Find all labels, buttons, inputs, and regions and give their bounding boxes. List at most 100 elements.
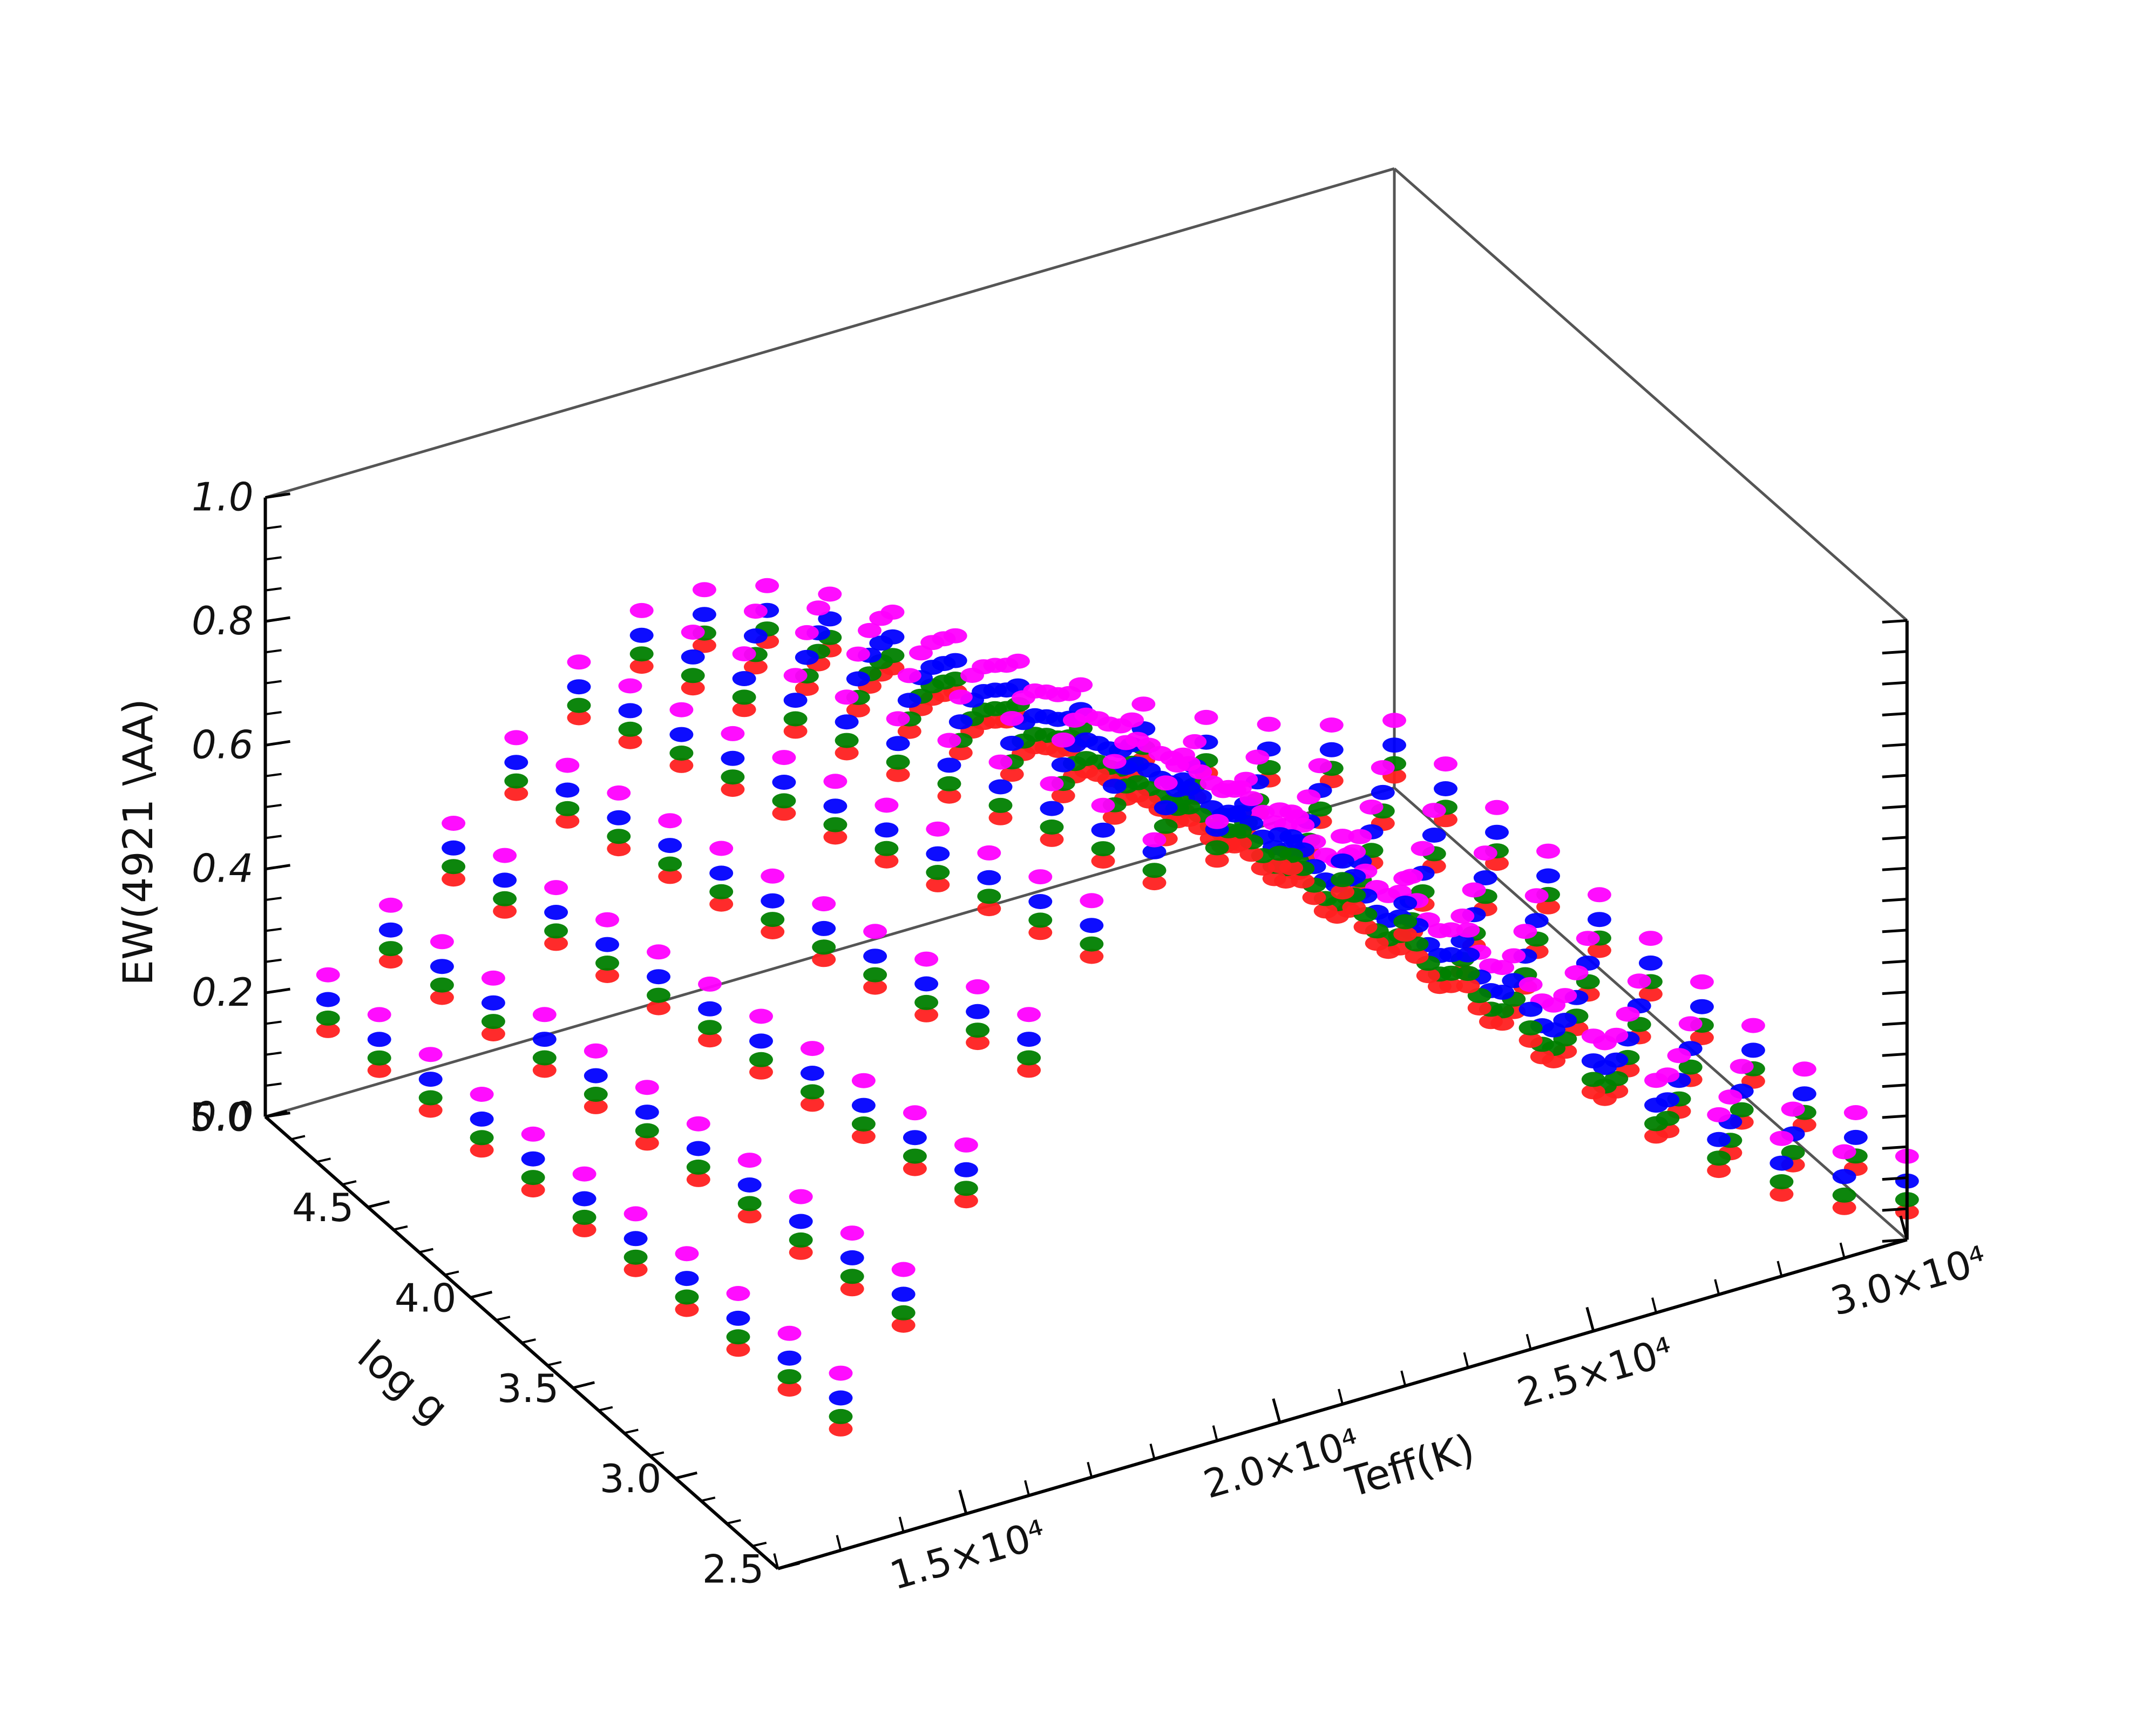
x-minor-tick: [1024, 1480, 1030, 1496]
data-point-3: [874, 797, 899, 813]
data-point-3: [1792, 1061, 1816, 1077]
data-point-3: [1245, 749, 1270, 765]
data-point-1: [1393, 914, 1418, 930]
data-point-3: [749, 1008, 773, 1024]
data-point-0: [1000, 767, 1024, 782]
data-point-0: [555, 813, 580, 829]
data-point-2: [749, 1033, 773, 1049]
y-minor-tick: [572, 1383, 587, 1389]
z-minor-tick: [265, 711, 282, 715]
data-point-2: [623, 1231, 648, 1247]
data-point-3: [1587, 887, 1611, 903]
data-point-3: [532, 1007, 557, 1022]
data-point-3: [812, 896, 836, 912]
data-point-1: [1359, 843, 1384, 858]
data-point-3: [966, 979, 990, 994]
right-z-tick: [1882, 805, 1907, 809]
data-point-0: [966, 1035, 990, 1051]
data-point-0: [418, 1102, 443, 1118]
y-minor-tick: [777, 1564, 792, 1570]
data-point-2: [846, 671, 870, 687]
data-point-3: [1012, 690, 1035, 706]
data-point-3: [869, 611, 893, 626]
data-point-0: [544, 936, 568, 951]
data-point-2: [743, 628, 768, 644]
data-point-2: [669, 727, 694, 742]
data-point-2: [721, 750, 745, 766]
data-point-2: [709, 865, 734, 881]
data-point-2: [430, 959, 454, 974]
data-point-0: [1028, 925, 1053, 940]
data-point-1: [914, 994, 939, 1010]
data-point-0: [926, 877, 950, 892]
z-minor-tick: [265, 742, 282, 747]
y-minor-tick: [368, 1202, 382, 1208]
data-point-2: [1434, 781, 1457, 796]
z-axis-title: EW(4921 \AA): [114, 699, 162, 986]
data-point-3: [1091, 797, 1115, 813]
y-minor-tick: [701, 1496, 716, 1502]
data-point-2: [378, 922, 403, 938]
data-point-0: [897, 723, 921, 739]
data-point-1: [675, 1289, 699, 1305]
data-point-1: [1080, 936, 1104, 952]
data-point-2: [874, 822, 899, 838]
data-point-1: [749, 1052, 773, 1067]
data-point-0: [891, 1317, 916, 1333]
data-point-2: [937, 757, 961, 773]
y-minor-tick: [316, 1157, 331, 1163]
data-point-2: [1581, 1053, 1605, 1069]
data-point-0: [1302, 890, 1326, 905]
data-point-0: [607, 841, 631, 857]
data-point-0: [800, 1096, 824, 1112]
data-point-2: [1091, 822, 1115, 838]
right-z-tick: [1882, 1083, 1907, 1088]
data-point-3: [1331, 829, 1354, 844]
data-point-2: [470, 1111, 494, 1127]
data-point-3: [430, 934, 454, 950]
data-point-2: [795, 649, 819, 665]
y-minor-tick: [623, 1428, 639, 1434]
data-point-3: [800, 1041, 824, 1056]
data-point-2: [681, 649, 705, 665]
data-point-0: [795, 681, 819, 696]
data-point-3: [891, 1262, 916, 1277]
data-point-1: [367, 1050, 391, 1066]
data-point-0: [1518, 1033, 1543, 1048]
data-point-0: [783, 723, 808, 739]
data-point-3: [1513, 924, 1537, 939]
data-point-1: [829, 1408, 853, 1424]
data-point-3: [1485, 800, 1509, 815]
data-point-1: [647, 987, 670, 1003]
data-point-0: [812, 952, 836, 967]
data-point-3: [737, 1153, 762, 1168]
data-point-1: [1644, 1116, 1668, 1132]
data-point-0: [629, 659, 654, 674]
right-z-tick: [1882, 774, 1907, 778]
y-axis-title: log g: [349, 1331, 457, 1433]
data-point-0: [835, 745, 859, 761]
data-point-2: [823, 798, 848, 814]
data-point-3: [418, 1047, 443, 1062]
y-minor-tick: [675, 1474, 690, 1480]
z-minor-tick: [265, 865, 282, 870]
data-point-1: [698, 1020, 722, 1035]
data-point-2: [1422, 828, 1446, 843]
data-point-1: [658, 856, 682, 872]
z-minor-tick: [265, 927, 282, 932]
data-point-1: [584, 1087, 608, 1102]
y-minor-tick: [649, 1451, 665, 1457]
z-minor-tick: [265, 680, 282, 685]
data-point-0: [1707, 1163, 1731, 1179]
right-z-tick: [1882, 743, 1907, 748]
data-point-3: [1359, 800, 1384, 815]
data-point-2: [493, 872, 517, 888]
data-point-3: [1518, 977, 1543, 992]
data-point-3: [669, 702, 694, 717]
data-point-0: [1405, 949, 1429, 964]
data-point-3: [1616, 1006, 1640, 1022]
data-point-0: [647, 1000, 670, 1015]
data-point-1: [772, 793, 796, 809]
data-point-2: [1707, 1132, 1731, 1147]
data-point-0: [948, 745, 973, 761]
